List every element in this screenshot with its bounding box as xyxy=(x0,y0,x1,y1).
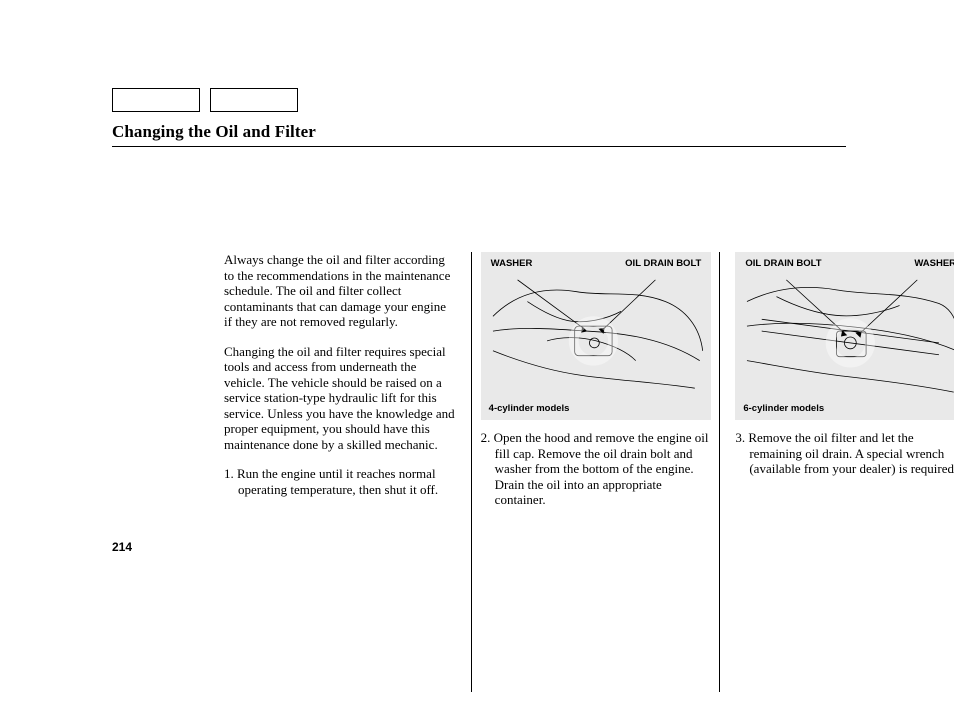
column-3: OIL DRAIN BOLT WASHER 6-cylinder models xyxy=(723,252,954,522)
column-2: WASHER OIL DRAIN BOLT 4-cylinder models xyxy=(469,252,724,522)
figure-6cyl-caption: 6-cylinder models xyxy=(743,403,824,414)
page-title: Changing the Oil and Filter xyxy=(112,122,846,147)
figure-6cyl-label-drainbolt: OIL DRAIN BOLT xyxy=(745,258,821,269)
figure-4cyl: WASHER OIL DRAIN BOLT 4-cylinder models xyxy=(481,252,712,420)
figure-6cyl-label-washer: WASHER xyxy=(914,258,954,269)
figure-4cyl-caption: 4-cylinder models xyxy=(489,403,570,414)
step-2: 2. Open the hood and remove the engine o… xyxy=(481,430,712,508)
manual-page: Changing the Oil and Filter Always chang… xyxy=(0,0,954,710)
figure-6cyl-diagram xyxy=(741,272,954,400)
header-box-1 xyxy=(112,88,200,112)
header-boxes xyxy=(112,88,298,112)
title-block: Changing the Oil and Filter xyxy=(112,122,846,147)
figure-6cyl: OIL DRAIN BOLT WASHER 6-cylinder models xyxy=(735,252,954,420)
step-3: 3. Remove the oil filter and let the rem… xyxy=(735,430,954,477)
figure-4cyl-label-washer: WASHER xyxy=(491,258,533,269)
content-columns: Always change the oil and filter accordi… xyxy=(224,252,954,522)
intro-paragraph-2: Changing the oil and filter requires spe… xyxy=(224,344,455,453)
figure-4cyl-label-drainbolt: OIL DRAIN BOLT xyxy=(625,258,701,269)
page-number: 214 xyxy=(112,540,132,554)
column-divider-1 xyxy=(471,252,472,692)
intro-paragraph-1: Always change the oil and filter accordi… xyxy=(224,252,455,330)
figure-4cyl-diagram xyxy=(487,272,706,400)
header-box-2 xyxy=(210,88,298,112)
column-1: Always change the oil and filter accordi… xyxy=(224,252,469,522)
column-divider-2 xyxy=(719,252,720,692)
step-1: 1. Run the engine until it reaches norma… xyxy=(224,466,455,497)
